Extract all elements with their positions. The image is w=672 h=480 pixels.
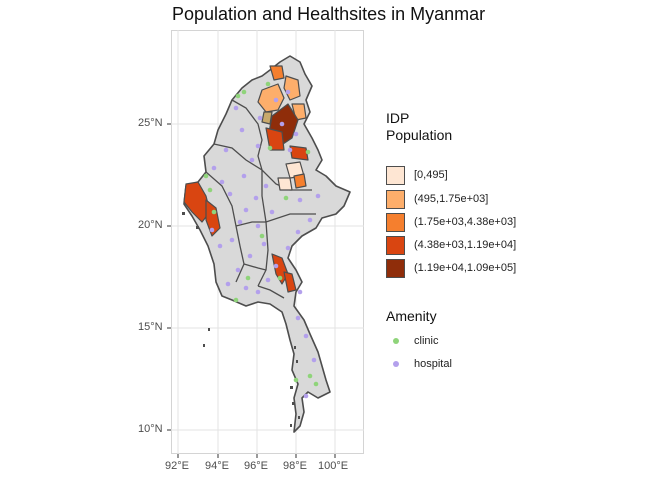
- legend-point-label: hospital: [414, 358, 452, 370]
- hospital-points: [209, 89, 321, 399]
- region-northern-3: [269, 65, 285, 81]
- x-tick-label: 92°E: [165, 460, 189, 472]
- legend-fill-item: (4.38e+03,1.19e+04]: [386, 234, 516, 256]
- legend-swatch: [386, 165, 405, 185]
- region-kayin-2: [283, 271, 297, 293]
- region-kachin-south: [265, 127, 285, 151]
- region-borders: [205, 99, 316, 299]
- region-rakhine-2: [205, 199, 221, 237]
- legend-points-title: Amenity: [386, 308, 437, 324]
- legend-fill-item: (1.19e+04,1.09e+05]: [386, 257, 516, 279]
- x-tick-label: 100°E: [318, 460, 349, 472]
- map-title: Population and Healthsites in Myanmar: [172, 4, 486, 24]
- legend-fill-label: (4.38e+03,1.19e+04]: [414, 239, 517, 251]
- legend-swatch: [386, 258, 405, 278]
- legend-fill-label: (495,1.75e+03]: [414, 193, 489, 205]
- legend-fill-label: (1.19e+04,1.09e+05]: [414, 262, 517, 274]
- legend-swatch: [386, 189, 405, 209]
- y-tick-label: 25°N: [138, 117, 163, 129]
- legend-fill-item: (1.75e+03,4.38e+03]: [386, 211, 516, 233]
- region-shan-n3: [277, 177, 293, 191]
- x-tick-label: 98°E: [283, 460, 307, 472]
- legend-point-item: clinic: [386, 330, 438, 352]
- legend-fill-item: (495,1.75e+03]: [386, 188, 488, 210]
- region-shan-n1: [289, 145, 309, 161]
- region-kachin-small: [261, 111, 273, 125]
- legend-fill-title-line1: IDP: [386, 110, 410, 126]
- legend-fill-label: (1.75e+03,4.38e+03]: [414, 216, 517, 228]
- clinic-points: [203, 81, 319, 387]
- y-tick-label: 10°N: [138, 423, 163, 435]
- idp-regions: [183, 65, 309, 293]
- islands: [182, 212, 300, 427]
- legend-fill-label: [0,495]: [414, 169, 448, 181]
- y-tick-label: 20°N: [138, 219, 163, 231]
- legend-point-item: hospital: [386, 353, 452, 375]
- y-tick-label: 15°N: [138, 321, 163, 333]
- legend-fill-title-line2: Population: [386, 127, 453, 143]
- hospital-dot-icon: [393, 361, 399, 367]
- axis-ticks: [167, 123, 336, 458]
- legend-point-label: clinic: [414, 335, 439, 347]
- region-shan-n4: [293, 173, 307, 189]
- x-tick-label: 94°E: [205, 460, 229, 472]
- legend-swatch: [386, 235, 405, 255]
- clinic-dot-icon: [393, 338, 399, 344]
- region-northern-1: [257, 83, 285, 113]
- x-tick-label: 96°E: [244, 460, 268, 472]
- legend-fill-item: [0,495]: [386, 164, 448, 186]
- legend-fill-title: IDP Population: [386, 110, 452, 144]
- legend-swatch: [386, 212, 405, 232]
